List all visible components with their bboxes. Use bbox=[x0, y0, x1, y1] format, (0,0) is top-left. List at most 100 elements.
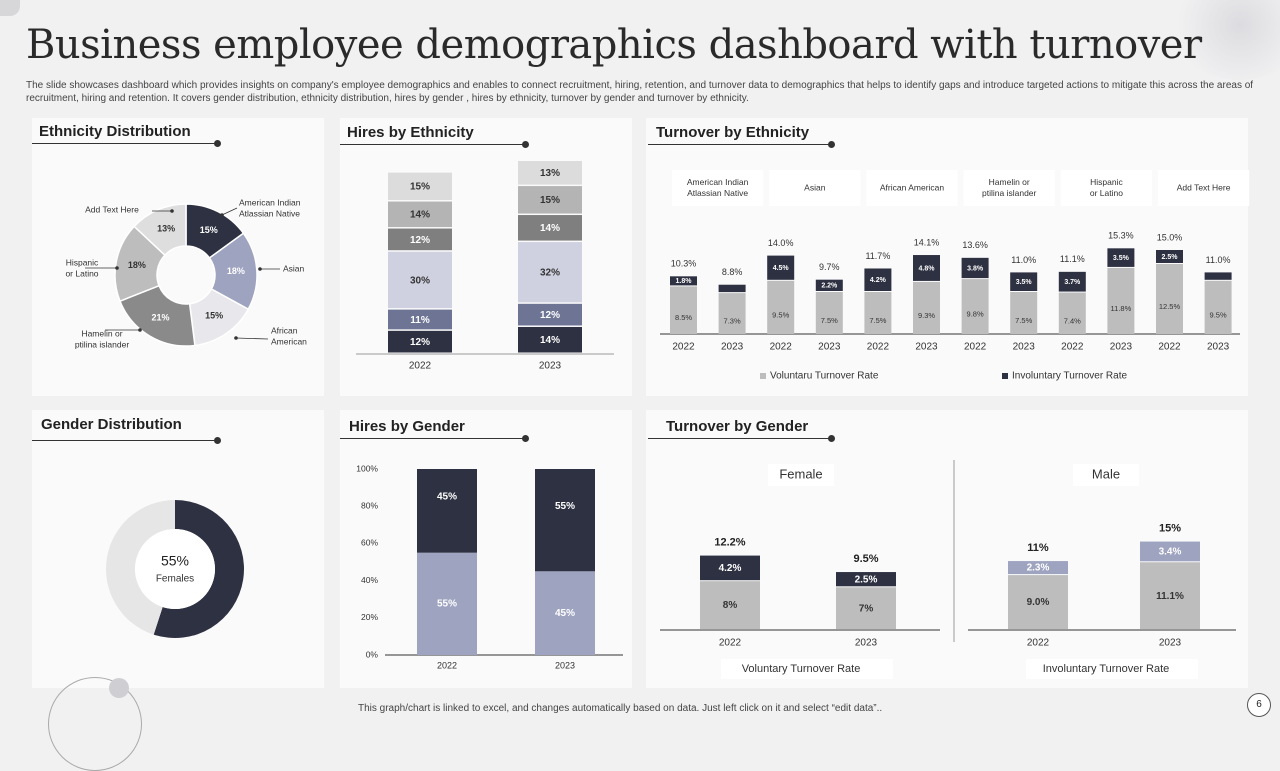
bar-segment-voluntary bbox=[1204, 280, 1232, 334]
group-label: Hispanic bbox=[1090, 177, 1123, 187]
x-tick-label: 2023 bbox=[1207, 342, 1230, 353]
legend-swatch bbox=[1002, 373, 1008, 379]
slice-label: 18% bbox=[227, 266, 245, 276]
bar-label: 14% bbox=[410, 210, 430, 221]
title-underline bbox=[340, 141, 529, 148]
bar-label: 12.5% bbox=[1159, 302, 1181, 311]
footer-note: This graph/chart is linked to excel, and… bbox=[358, 703, 883, 714]
bar-segment-involuntary bbox=[1107, 248, 1135, 267]
bar-label: 4.5% bbox=[773, 265, 790, 272]
slice-label: 18% bbox=[128, 260, 146, 270]
bar-segment-involuntary bbox=[767, 255, 795, 280]
ethnicity-distribution-chart[interactable]: 15% 18% 15% 21% 18% 13% Add Text Here American … bbox=[32, 118, 324, 396]
bar-segment bbox=[417, 469, 477, 553]
bar-label: 45% bbox=[437, 491, 457, 502]
bar-label: 4.2% bbox=[870, 277, 887, 284]
bar-segment bbox=[518, 215, 582, 241]
bar-label: 55% bbox=[555, 501, 575, 512]
turnover-by-gender-chart[interactable]: Female 8% 4.2% 12.2% 2022 7% 2.5% 9.5% 2023 Volun… bbox=[646, 410, 1248, 688]
hires-by-gender-title: Hires by Gender bbox=[349, 418, 465, 435]
subpanel-title-box bbox=[768, 464, 834, 486]
bar-label: 15% bbox=[540, 195, 560, 206]
total-label: 13.6% bbox=[962, 240, 988, 250]
bar-segment bbox=[700, 555, 760, 581]
bar-segment bbox=[1008, 561, 1068, 575]
page-number: 6 bbox=[1247, 693, 1271, 717]
bar-label: 2.5% bbox=[855, 574, 878, 585]
subpanel-caption: Voluntary Turnover Rate bbox=[742, 663, 861, 675]
slice-label: 15% bbox=[205, 311, 223, 321]
bar-label: 8.5% bbox=[675, 313, 692, 322]
hires-by-gender-chart[interactable]: 0% 20% 40% 60% 80% 100% 55% 45% 2022 45% 55% 2023 bbox=[340, 410, 632, 688]
bar-segment bbox=[836, 572, 896, 587]
bar-label: 12% bbox=[540, 310, 560, 321]
legend-swatch bbox=[760, 373, 766, 379]
y-tick-label: 80% bbox=[361, 500, 378, 510]
bar-label: 4.2% bbox=[719, 563, 742, 574]
callout-arrow bbox=[138, 328, 142, 332]
bar-label: 9.5% bbox=[772, 310, 789, 319]
bar-label: 7.4% bbox=[1064, 316, 1081, 325]
x-tick-label: 2022 bbox=[1027, 638, 1050, 649]
bar-segment-voluntary bbox=[1058, 292, 1086, 334]
x-tick-label: 2023 bbox=[915, 342, 938, 353]
callout-arrow bbox=[170, 209, 174, 213]
x-tick-label: 2022 bbox=[409, 361, 432, 372]
bar-label: 1.8% bbox=[676, 278, 693, 285]
hires-by-ethnicity-chart[interactable]: 12% 11% 30% 12% 14% 15% 2022 14% 12% 32% 14% 15% 13%… bbox=[340, 118, 632, 396]
bar-segment bbox=[388, 251, 452, 309]
bar-label: 7.3% bbox=[724, 317, 741, 326]
callout-label: Asian bbox=[283, 263, 305, 273]
callout-arrow bbox=[234, 336, 238, 340]
group-label: Add Text Here bbox=[1177, 182, 1231, 192]
bar-segment-involuntary bbox=[961, 257, 989, 279]
x-tick-label: 2022 bbox=[1158, 342, 1181, 353]
bar-label: 55% bbox=[437, 598, 457, 609]
bar-segment bbox=[417, 552, 477, 655]
x-tick-label: 2022 bbox=[719, 638, 742, 649]
bar-segment bbox=[518, 303, 582, 326]
bar-label: 32% bbox=[540, 268, 560, 279]
group-header-box bbox=[769, 170, 861, 206]
callout-label: Hispanic bbox=[66, 257, 99, 267]
center-label: Females bbox=[156, 574, 194, 585]
callout-label: African bbox=[271, 325, 298, 335]
hires-by-ethnicity-title: Hires by Ethnicity bbox=[347, 124, 474, 141]
gender-distribution-chart[interactable]: 55% Females bbox=[32, 410, 324, 688]
x-tick-label: 2023 bbox=[1013, 342, 1036, 353]
callout-label: Hamelin or bbox=[81, 328, 122, 338]
bar-segment-involuntary bbox=[1204, 272, 1232, 280]
turnover-by-gender-title: Turnover by Gender bbox=[666, 418, 809, 435]
bar-label: 11.1% bbox=[1156, 591, 1184, 602]
y-tick-label: 100% bbox=[356, 463, 378, 473]
bar-label: 2.5% bbox=[1162, 254, 1179, 261]
bar-label: 3.5% bbox=[1016, 279, 1033, 286]
group-header-box bbox=[963, 170, 1055, 206]
bar-label: 7.5% bbox=[1015, 316, 1032, 325]
page-title: Business employee demographics dashboard… bbox=[26, 22, 1202, 68]
callout-line bbox=[235, 337, 269, 340]
bar-label: 8% bbox=[723, 600, 738, 611]
slice-label: 13% bbox=[157, 223, 175, 233]
total-label: 15.0% bbox=[1157, 232, 1183, 242]
total-label: 14.0% bbox=[768, 238, 794, 248]
bar-segment-involuntary bbox=[864, 268, 892, 291]
bar-segment-involuntary bbox=[1156, 250, 1183, 263]
title-underline bbox=[32, 437, 221, 444]
total-label: 11.0% bbox=[1011, 255, 1036, 265]
turnover-by-ethnicity-panel: Turnover by Ethnicity American Indian Atl… bbox=[646, 118, 1250, 396]
bar-label: 12% bbox=[410, 235, 430, 246]
callout-arrow bbox=[115, 266, 119, 270]
x-tick-label: 2023 bbox=[555, 660, 575, 670]
bar-label: 3.8% bbox=[967, 265, 984, 272]
bar-label: 45% bbox=[555, 608, 575, 619]
bar-label: 9.0% bbox=[1027, 597, 1050, 608]
gender-distribution-title: Gender Distribution bbox=[41, 416, 182, 433]
caption-box bbox=[721, 659, 893, 679]
bar-segment bbox=[518, 186, 582, 214]
bar-label: 7.5% bbox=[869, 316, 886, 325]
legend-label: Voluntaru Turnover Rate bbox=[770, 371, 879, 382]
page-description: The slide showcases dashboard which prov… bbox=[26, 80, 1254, 104]
group-label: ptilina islander bbox=[982, 188, 1037, 198]
